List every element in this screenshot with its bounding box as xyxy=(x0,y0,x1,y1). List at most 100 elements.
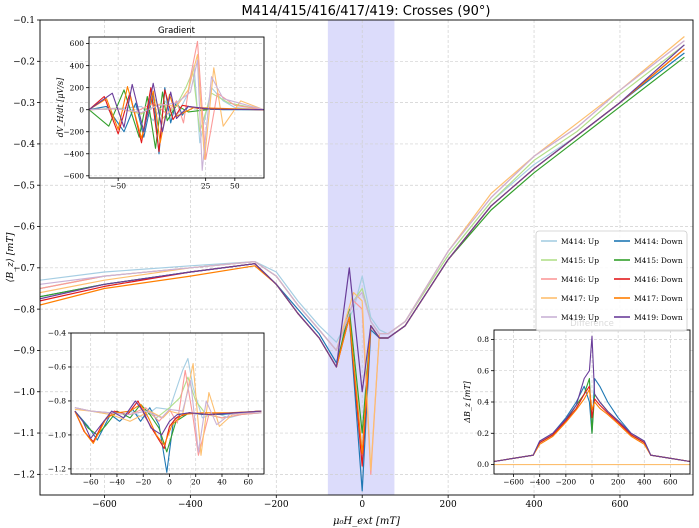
legend-label: M416: Up xyxy=(561,275,599,284)
series-line-3 xyxy=(89,89,264,149)
x-tick-label: 200 xyxy=(440,500,457,510)
y-tick-label: −0.9 xyxy=(13,347,35,357)
series-line-9 xyxy=(89,82,264,133)
legend-label: M416: Down xyxy=(634,275,683,284)
legend-item: M419: Down xyxy=(614,313,683,322)
series-line-8 xyxy=(89,59,264,171)
y-tick-label: −0.2 xyxy=(13,57,35,67)
y-tick-label: −0.8 xyxy=(13,305,35,315)
x-tick-label: −50 xyxy=(110,182,126,191)
legend-item: M415: Down xyxy=(614,256,683,265)
legend-label: M419: Up xyxy=(561,313,599,322)
x-tick-label: 400 xyxy=(637,478,652,487)
y-tick-label: −0.5 xyxy=(13,181,35,191)
y-tick-label: 200 xyxy=(70,83,85,92)
legend-item: M416: Up xyxy=(541,275,599,284)
legend-label: M414: Down xyxy=(634,237,683,246)
x-tick-label: −200 xyxy=(556,478,577,487)
series-group xyxy=(74,357,262,473)
y-tick-label: −200 xyxy=(63,127,84,136)
legend: M414: Up M414: Down M415: Up M415: Down M416… xyxy=(535,230,688,332)
plot-frame xyxy=(88,36,265,179)
legend-label: M417: Down xyxy=(634,294,683,303)
legend-item: M417: Down xyxy=(614,294,683,303)
chart-title: M414/415/416/417/419: Crosses (90°) xyxy=(241,4,490,19)
series-line-8 xyxy=(74,380,262,453)
legend-item: M415: Up xyxy=(541,256,599,265)
x-axis-label: μ₀H_ext [mT] xyxy=(333,516,400,527)
x-tick-label: −40 xyxy=(109,478,125,487)
x-tick-label: 600 xyxy=(663,478,678,487)
plot-frame xyxy=(70,332,265,475)
x-tick-label: −400 xyxy=(178,500,203,510)
y-tick-label: −400 xyxy=(63,149,84,158)
legend-item: M416: Down xyxy=(614,275,683,284)
y-tick-label: 0.8 xyxy=(477,335,489,344)
x-tick-label: 60 xyxy=(243,478,253,487)
x-tick-label: 600 xyxy=(611,500,628,510)
x-tick-label: 40 xyxy=(217,478,227,487)
x-tick-label: 0 xyxy=(359,500,365,510)
y-tick-label: −0.3 xyxy=(13,99,35,109)
y-axis-label: ΔB_z [mT] xyxy=(463,380,472,423)
series-line-5 xyxy=(89,87,264,153)
y-tick-label: −1.2 xyxy=(48,465,66,474)
y-tick-label: 400 xyxy=(70,61,85,70)
y-tick-label: −0.6 xyxy=(13,223,35,233)
x-tick-label: 25 xyxy=(201,182,211,191)
series-line-8 xyxy=(40,40,685,351)
y-tick-label: −0.1 xyxy=(13,16,35,26)
x-tick-label: −400 xyxy=(529,478,550,487)
x-tick-label: −600 xyxy=(503,478,524,487)
y-axis-label: ⟨B_z⟩ [mT] xyxy=(5,232,16,282)
series-line-7 xyxy=(89,86,264,144)
series-group xyxy=(40,36,685,492)
x-tick-label: −20 xyxy=(135,478,151,487)
x-tick-label: 50 xyxy=(230,182,240,191)
series-group xyxy=(494,335,690,466)
plot-background xyxy=(71,333,264,474)
y-tick-label: 600 xyxy=(70,39,85,48)
plot-frame xyxy=(39,19,694,496)
series-line-2 xyxy=(494,385,690,463)
y-tick-label: −1.1 xyxy=(13,429,35,439)
gradient-inset: −50 25 50 −600 −400 −200 0 200 400 600 Gradient dV_… xyxy=(56,26,265,191)
series-line-3 xyxy=(494,388,690,463)
legend-box xyxy=(535,230,688,332)
y-tick-label: 0.0 xyxy=(477,460,489,469)
y-tick-label: −1.0 xyxy=(13,388,35,398)
y-tick-label: 0 xyxy=(79,105,84,114)
difference-inset: −600−400−20002004006000.00.20.40.60.8Dif… xyxy=(463,319,691,487)
legend-item: M414: Up xyxy=(541,237,599,246)
x-tick-label: 20 xyxy=(191,478,201,487)
series-line-2 xyxy=(89,70,264,133)
series-group xyxy=(89,40,264,171)
legend-label: M415: Up xyxy=(561,256,599,265)
zoom-inset: −60 −40 −20 0 20 40 60 −1.2 −1.0 −0.8 −0.6 −0.4 xyxy=(48,329,265,487)
legend-item: M417: Up xyxy=(541,294,599,303)
y-axis-label: dV_H/dt [μV/s] xyxy=(56,77,65,137)
y-tick-label: 0.6 xyxy=(477,366,489,375)
x-tick-label: 200 xyxy=(611,478,626,487)
legend-item: M419: Up xyxy=(541,313,599,322)
legend-label: M414: Up xyxy=(561,237,599,246)
shaded-region xyxy=(327,20,395,495)
y-tick-label: −0.8 xyxy=(48,397,66,406)
x-tick-label: 400 xyxy=(525,500,542,510)
legend-label: M417: Up xyxy=(561,294,599,303)
x-tick-label: −60 xyxy=(83,478,99,487)
x-tick-label: 0 xyxy=(167,478,172,487)
y-tick-label: −0.4 xyxy=(13,140,35,150)
legend-label: M419: Down xyxy=(634,313,683,322)
legend-item: M414: Down xyxy=(614,237,683,246)
series-line-9 xyxy=(40,44,685,393)
x-tick-label: 0 xyxy=(590,478,595,487)
legend-label: M415: Down xyxy=(634,256,683,265)
y-tick-label: −1.0 xyxy=(48,431,66,440)
y-tick-label: 0.2 xyxy=(477,429,489,438)
x-tick-label: −200 xyxy=(264,500,289,510)
y-tick-label: −0.6 xyxy=(48,363,66,372)
y-tick-label: −600 xyxy=(63,171,84,180)
y-tick-label: −1.2 xyxy=(13,470,35,480)
